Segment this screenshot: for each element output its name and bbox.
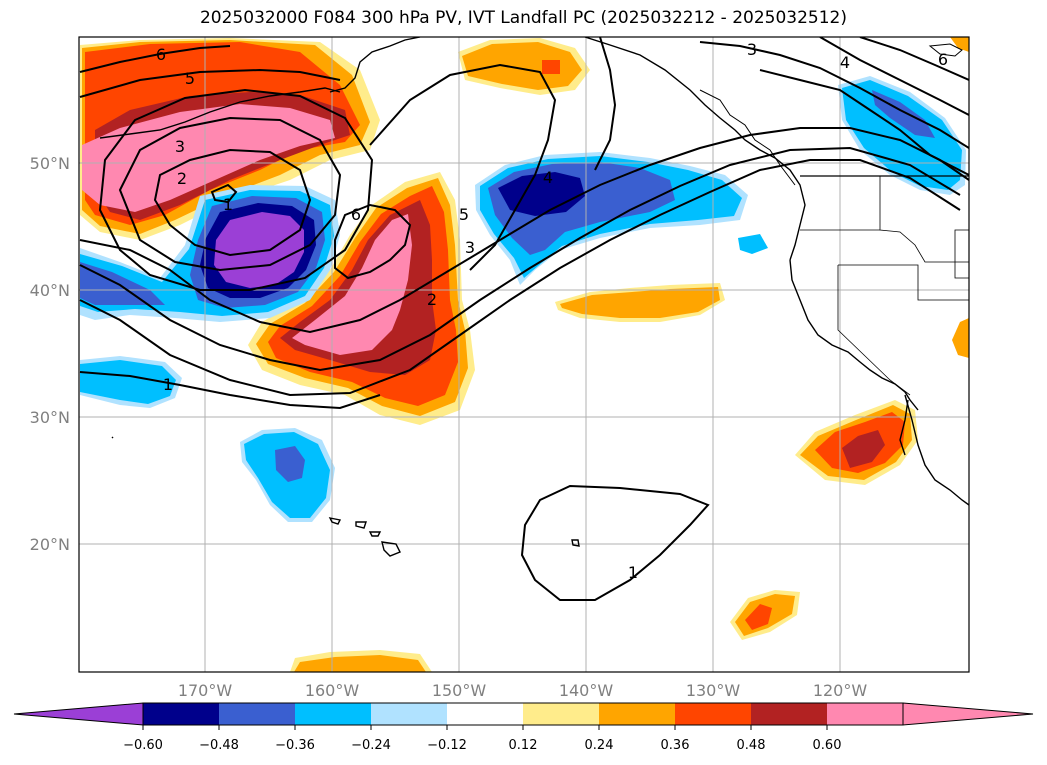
colorbar-cell <box>295 703 372 725</box>
colorbar: −0.60 −0.48 −0.36 −0.24 −0.12 0.12 0.24 0.36 0.4… <box>13 702 1034 753</box>
contour-6-top <box>79 45 231 73</box>
negative-anomaly-ne-navy <box>498 172 585 216</box>
colorbar-cell <box>447 703 524 725</box>
graticule <box>79 37 969 672</box>
colorbar-cell <box>371 703 448 725</box>
contour-outer-b <box>79 146 961 372</box>
colorbar-cell <box>751 703 828 725</box>
colorbar-cell <box>675 703 752 725</box>
lat-label: 20°N <box>30 535 70 554</box>
positive-anomaly-north-core <box>542 60 560 74</box>
contour-label: 6 <box>351 205 361 224</box>
contour-3-right <box>699 41 969 149</box>
colorbar-cell <box>143 703 220 725</box>
positive-anomaly-east-strip-inner <box>560 287 720 318</box>
lon-label: 130°W <box>686 681 741 700</box>
map-frame <box>78 36 970 673</box>
contour-6-right <box>859 37 969 81</box>
positive-anomaly-nw-pink <box>82 104 335 212</box>
contour-label: 2 <box>427 290 437 309</box>
contour-label: 4 <box>840 53 850 72</box>
negative-anomaly-ne-dot <box>713 200 722 212</box>
contour-1-south <box>520 484 710 601</box>
negative-anomaly-west-edge-blue <box>80 262 165 305</box>
contour-label: 5 <box>459 205 469 224</box>
positive-anomaly-north-orange-inner <box>462 42 582 90</box>
colorbar-cell <box>599 703 676 725</box>
coastlines <box>99 37 969 557</box>
colorbar-tick-label: 0.48 <box>737 738 766 753</box>
colorbar-tick-label: −0.24 <box>351 738 391 753</box>
contour-6-center <box>334 203 412 280</box>
lon-label: 160°W <box>305 681 360 700</box>
contour-label: 5 <box>185 69 195 88</box>
colorbar-cell <box>523 703 600 725</box>
negative-anomaly-hawaii-blue <box>275 446 305 482</box>
colorbar-left-extend <box>13 702 144 726</box>
lat-label: 50°N <box>30 154 70 173</box>
colorbar-tick-label: 0.24 <box>585 738 614 753</box>
contour-ring-3 <box>118 116 342 272</box>
contour-upper-lobe <box>369 63 557 271</box>
contour-label: 6 <box>938 50 948 69</box>
lon-label: 150°W <box>432 681 487 700</box>
contour-label: 1 <box>223 195 233 214</box>
contour-ring-1-small <box>210 183 238 204</box>
positive-anomaly-right-edge <box>952 318 969 358</box>
latitude-labels: 50°N 40°N 30°N 20°N <box>30 154 70 554</box>
filled-anomaly-layer <box>80 37 969 672</box>
colorbar-tick-label: −0.36 <box>275 738 315 753</box>
contour-4-right <box>759 69 969 176</box>
contour-upper-lobe-2 <box>594 37 617 171</box>
contour-label: 4 <box>543 168 553 187</box>
colorbar-tick-label: −0.48 <box>199 738 239 753</box>
contour-label: 6 <box>156 45 166 64</box>
contour-ring-4 <box>98 88 374 291</box>
colorbar-cell <box>219 703 296 725</box>
colorbar-tick-label: −0.60 <box>123 738 163 753</box>
longitude-labels: 170°W 160°W 150°W 140°W 130°W 120°W <box>178 681 868 700</box>
positive-anomaly-baja-red <box>842 430 885 468</box>
ivt-contours <box>79 37 969 601</box>
contour-outer-c <box>79 159 961 397</box>
negative-anomaly-west-south-lightblue <box>80 360 176 404</box>
contour-label: 3 <box>465 238 475 257</box>
contour-label: 3 <box>175 137 185 156</box>
positive-anomaly-south-edge-inner <box>294 655 426 672</box>
contour-extra-right <box>819 37 969 116</box>
colorbar-cell <box>827 703 904 725</box>
chart-title: 2025032000 F084 300 hPa PV, IVT Landfall… <box>199 8 847 28</box>
colorbar-tick-label: 0.60 <box>813 738 842 753</box>
negative-anomaly-ne-small <box>738 234 768 254</box>
contour-outer-a <box>79 127 969 334</box>
contour-label: 3 <box>747 40 757 59</box>
contour-labels: 6 5 3 2 1 6 5 3 2 4 3 4 6 1 1 <box>156 40 948 582</box>
positive-anomaly-central-pink <box>292 214 412 355</box>
lon-label: 140°W <box>559 681 614 700</box>
contour-ring-2 <box>153 148 312 257</box>
lon-label: 170°W <box>178 681 233 700</box>
negative-anomaly-bc-blue <box>872 90 935 138</box>
colorbar-tick-label: 0.12 <box>509 738 538 753</box>
lat-label: 40°N <box>30 281 70 300</box>
positive-anomaly-se-blob-core <box>745 604 772 630</box>
lat-label: 30°N <box>30 408 70 427</box>
lon-label: 120°W <box>813 681 868 700</box>
contour-label: 1 <box>628 563 638 582</box>
contour-5-top <box>79 68 341 98</box>
colorbar-right-extend <box>902 702 1034 726</box>
contour-label: 1 <box>163 375 173 394</box>
contour-1-sw <box>79 371 381 410</box>
positive-anomaly-top-right <box>950 37 969 52</box>
colorbar-tick-label: 0.36 <box>661 738 690 753</box>
colorbar-tick-label: −0.12 <box>427 738 467 753</box>
contour-label: 2 <box>177 169 187 188</box>
